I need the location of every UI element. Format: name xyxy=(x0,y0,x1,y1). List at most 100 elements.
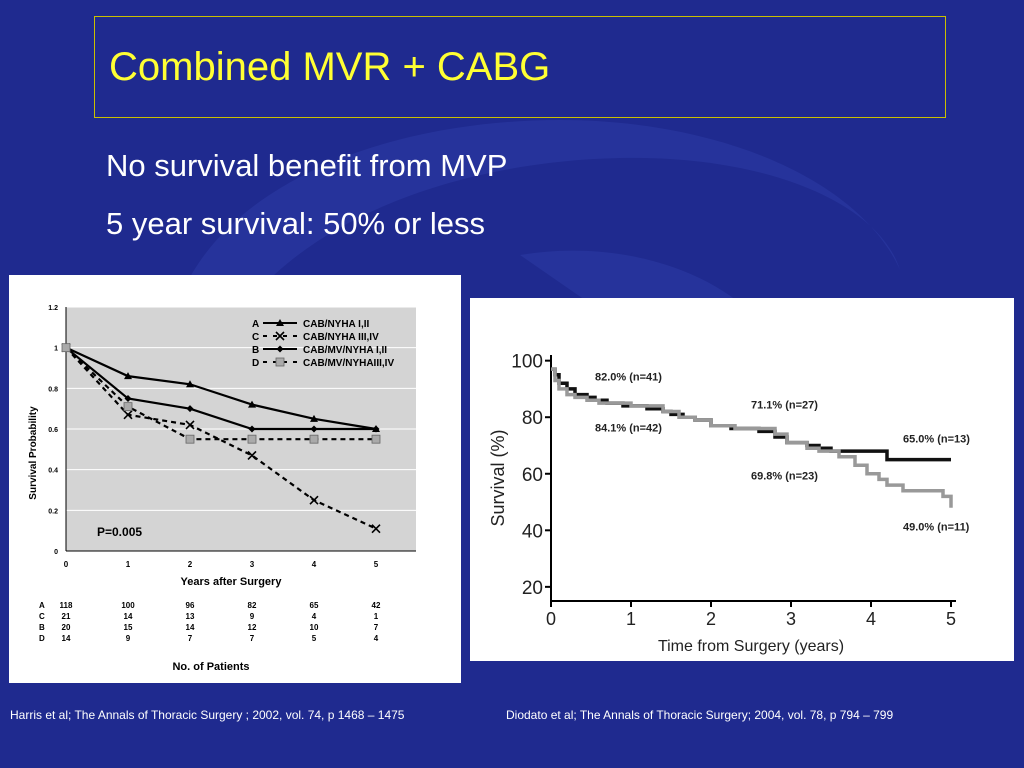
patients-count: 100 xyxy=(121,601,135,610)
survival-annotation: 49.0% (n=11) xyxy=(903,521,970,533)
right-survival-chart: 20 40 60 80 100 0 1 2 3 4 5 Time from Surgery (yea… xyxy=(488,352,970,655)
square-marker xyxy=(185,434,195,444)
survival-annotation: 69.8% (n=23) xyxy=(751,470,818,482)
x-tick-label-left: 3 xyxy=(250,560,255,569)
legend-label-B: CAB/MV/NYHA I,II xyxy=(303,345,387,356)
square-marker xyxy=(275,357,285,367)
p-value-annotation: P=0.005 xyxy=(97,525,142,539)
x-marker xyxy=(247,450,257,460)
x-marker xyxy=(275,331,285,341)
y-tick-label-left: 0.4 xyxy=(48,468,58,475)
patients-count: 4 xyxy=(312,612,317,621)
chart-right-panel: 20 40 60 80 100 0 1 2 3 4 5 Time from Surgery (yea… xyxy=(470,298,1014,661)
triangle-marker xyxy=(186,380,194,388)
x-tick-label-right: 5 xyxy=(946,609,956,629)
square-marker xyxy=(123,402,133,412)
patients-row-key: C xyxy=(39,612,45,621)
x-tick-label-left: 1 xyxy=(126,560,131,569)
title-box: Combined MVR + CABG xyxy=(94,16,946,118)
patients-count: 7 xyxy=(250,634,255,643)
bullet-2: 5 year survival: 50% or less xyxy=(106,206,486,241)
series-line-D xyxy=(65,346,376,441)
x-tick-label-right: 2 xyxy=(706,609,716,629)
legend-label-D: CAB/MV/NYHAIII,IV xyxy=(303,358,394,369)
x-tick-label-left: 5 xyxy=(374,560,379,569)
y-tick-label-left: 1.2 xyxy=(48,305,58,312)
legend-label-C: CAB/NYHA III,IV xyxy=(303,332,379,343)
diamond-marker xyxy=(248,425,256,433)
triangle-marker xyxy=(310,414,318,422)
diamond-marker xyxy=(186,405,194,413)
x-marker xyxy=(371,524,381,534)
y-tick-label-right: 20 xyxy=(522,578,543,599)
patients-count: 7 xyxy=(188,634,193,643)
patients-count: 9 xyxy=(126,634,131,643)
patients-count: 5 xyxy=(312,634,317,643)
patients-count: 82 xyxy=(248,601,257,610)
left-survival-chart: 00.20.40.60.811.20 1 2 3 4 5 A CAB/NYHA I,IIC C… xyxy=(28,305,416,673)
triangle-marker xyxy=(248,400,256,408)
x-tick-label-right: 0 xyxy=(546,609,556,629)
legend-key-A: A xyxy=(252,319,259,330)
x-tick-label-right: 1 xyxy=(626,609,636,629)
triangle-marker xyxy=(276,319,284,326)
x-marker xyxy=(185,420,195,430)
x-axis-title-left: Years after Surgery xyxy=(181,576,283,588)
x-tick-label-left: 4 xyxy=(312,560,317,569)
y-tick-label-right: 40 xyxy=(522,521,543,542)
patients-count: 1 xyxy=(374,612,379,621)
bullet-1: No survival benefit from MVP xyxy=(106,148,508,183)
x-axis-title-right: Time from Surgery (years) xyxy=(658,638,844,655)
y-tick-label-right: 60 xyxy=(522,465,543,486)
patients-count: 14 xyxy=(124,612,133,621)
patients-count: 21 xyxy=(62,612,71,621)
slide-title: Combined MVR + CABG xyxy=(109,45,551,89)
series-line-C xyxy=(65,346,377,530)
patients-title: No. of Patients xyxy=(172,661,249,673)
patients-count: 4 xyxy=(374,634,379,643)
triangle-marker xyxy=(124,372,132,380)
patients-count: 118 xyxy=(60,601,73,610)
survival-annotation: 65.0% (n=13) xyxy=(903,434,970,446)
patients-count: 14 xyxy=(62,634,71,643)
x-tick-label-left: 2 xyxy=(188,560,193,569)
legend-key-B: B xyxy=(252,345,259,356)
patients-count: 20 xyxy=(62,623,71,632)
patients-row-key: D xyxy=(39,634,45,643)
square-marker xyxy=(247,434,257,444)
y-tick-label-left: 1 xyxy=(54,346,58,353)
square-marker xyxy=(309,434,319,444)
patients-count: 12 xyxy=(248,623,257,632)
x-tick-label-right: 4 xyxy=(866,609,876,629)
x-marker xyxy=(309,495,319,505)
y-tick-label-left: 0.6 xyxy=(48,427,58,434)
citation-right: Diodato et al; The Annals of Thoracic Su… xyxy=(506,708,894,722)
y-tick-label-left: 0.8 xyxy=(48,386,58,393)
patients-count: 15 xyxy=(124,623,133,632)
diamond-marker xyxy=(276,345,284,353)
patients-row-key: B xyxy=(39,623,45,632)
survival-annotation: 71.1% (n=27) xyxy=(751,400,818,412)
x-tick-label-right: 3 xyxy=(786,609,796,629)
square-marker xyxy=(61,343,71,353)
survival-curve-2 xyxy=(551,367,953,508)
legend-key-D: D xyxy=(252,358,259,369)
citation-left: Harris et al; The Annals of Thoracic Sur… xyxy=(10,708,405,722)
series-line-B xyxy=(65,346,376,431)
patients-count: 65 xyxy=(310,601,319,610)
diamond-marker xyxy=(372,425,380,433)
patients-count: 9 xyxy=(250,612,255,621)
survival-annotation: 84.1% (n=42) xyxy=(595,422,662,434)
y-tick-label-left: 0 xyxy=(54,549,58,556)
patients-row-key: A xyxy=(39,601,45,610)
survival-annotation: 82.0% (n=41) xyxy=(595,371,662,383)
x-tick-label-left: 0 xyxy=(64,560,69,569)
y-tick-label-right: 100 xyxy=(511,352,543,373)
x-marker xyxy=(123,410,133,420)
diamond-marker xyxy=(124,395,132,402)
patients-count: 7 xyxy=(374,623,379,632)
y-axis-title-left: Survival Probability xyxy=(28,406,39,500)
patients-count: 13 xyxy=(186,612,195,621)
diamond-marker xyxy=(310,425,318,433)
patients-count: 14 xyxy=(186,623,195,632)
